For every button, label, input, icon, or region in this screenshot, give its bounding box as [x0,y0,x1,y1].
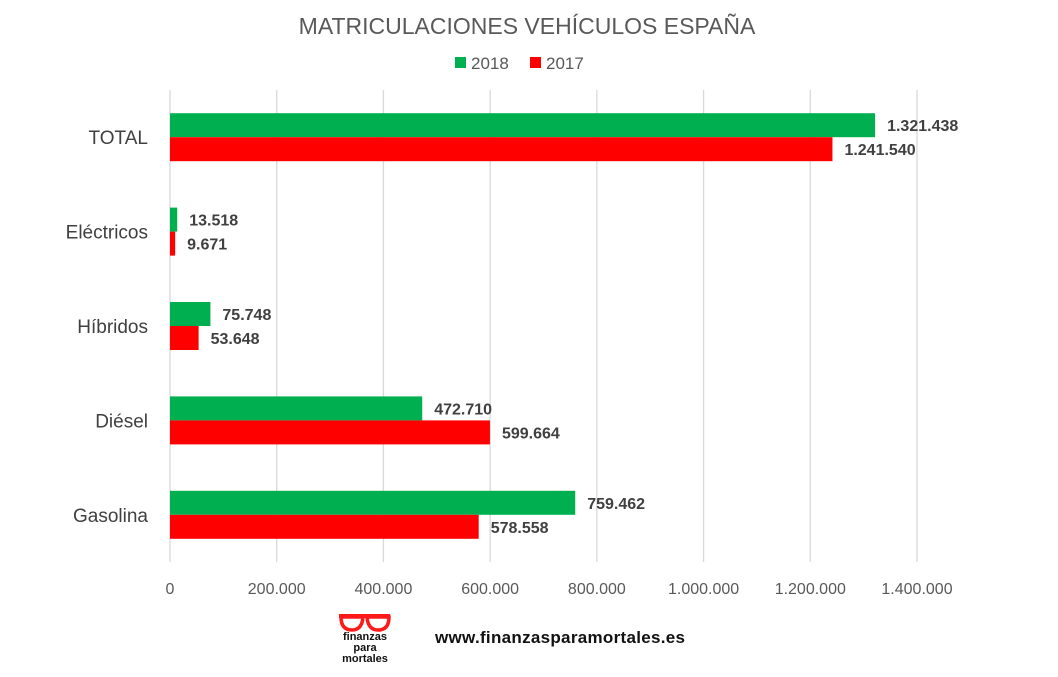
logo-word: para [353,642,377,654]
logo-word: mortales [342,653,388,665]
data-label: 75.748 [222,307,271,324]
x-tick-label: 600.000 [461,581,519,598]
bar-2018 [170,113,876,138]
bar-2017 [170,326,199,350]
category-label: TOTAL [89,128,148,149]
category-label: Híbridos [77,317,148,338]
data-label: 578.558 [491,520,549,537]
data-label: 13.518 [189,213,238,230]
data-label: 9.671 [187,237,227,254]
category-label: Eléctricos [66,223,148,244]
x-tick-label: 1.200.000 [775,581,846,598]
data-label: 472.710 [434,401,492,418]
chart-title: MATRICULACIONES VEHÍCULOS ESPAÑA [299,13,756,39]
bar-2017 [170,420,490,445]
logo-text: finanzas para mortales [338,632,392,665]
data-label: 53.648 [211,331,260,348]
legend-label: 2018 [471,54,509,73]
bar-2018 [170,302,211,326]
data-label: 759.462 [587,496,645,513]
x-tick-label: 200.000 [248,581,306,598]
x-tick-label: 0 [166,581,175,598]
bar-2018 [170,207,178,232]
legend-swatch [455,57,466,68]
bar-2017 [170,514,479,539]
data-label: 599.664 [502,425,560,442]
data-label: 1.321.438 [887,118,958,135]
category-label: Gasolina [73,506,148,527]
data-label: 1.241.540 [844,142,915,159]
x-tick-label: 400.000 [355,581,413,598]
glasses-logo-icon [339,614,391,632]
legend-label: 2017 [546,54,584,73]
legend-swatch [530,57,541,68]
bar-2018 [170,490,576,515]
x-tick-label: 1.400.000 [881,581,952,598]
bar-2018 [170,396,423,421]
bar-2017 [170,137,833,162]
x-tick-label: 800.000 [568,581,626,598]
category-label: Diésel [95,411,148,432]
x-tick-label: 1.000.000 [668,581,739,598]
logo-word: finanzas [342,631,387,643]
website-link[interactable]: www.finanzasparamortales.es [435,628,686,647]
bar-2017 [170,231,176,256]
